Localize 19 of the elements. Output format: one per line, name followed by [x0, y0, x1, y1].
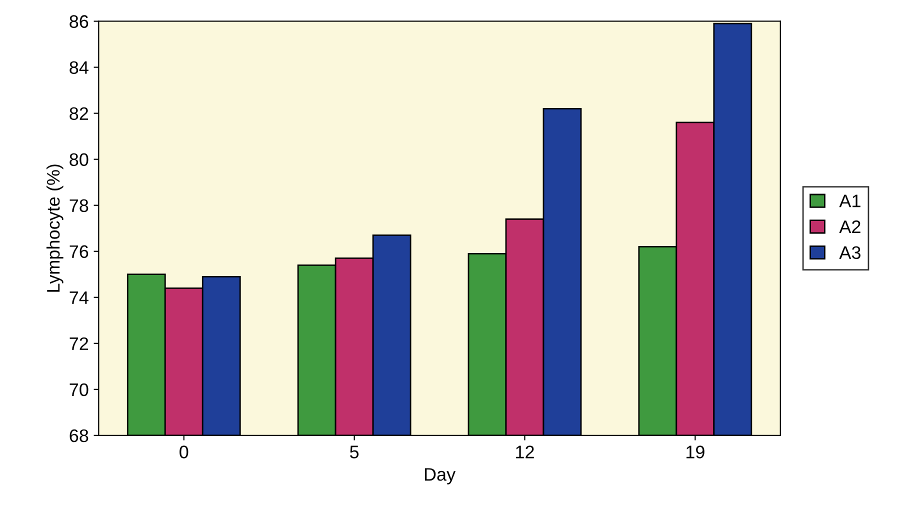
x-tick-label: 5 [350, 446, 359, 458]
x-tick-label: 0 [180, 446, 188, 458]
y-tick-label: 78 [70, 199, 88, 212]
y-tick-label: 82 [70, 107, 88, 120]
x-tick-label: 12 [516, 446, 534, 458]
legend-label: A1 [839, 194, 860, 208]
y-axis-title: Lymphocyte (%) [46, 164, 64, 292]
y-tick-label: 80 [70, 153, 88, 166]
y-tick-label: 86 [70, 15, 88, 28]
y-tick-label: 74 [70, 291, 88, 304]
x-axis-title: Day [424, 468, 456, 484]
x-tick-label: 19 [686, 446, 704, 458]
y-tick-label: 84 [70, 61, 88, 74]
y-tick-label: 72 [70, 337, 88, 350]
y-tick-label: 70 [70, 383, 88, 396]
legend-label: A2 [839, 220, 860, 233]
legend-label: A3 [839, 246, 860, 260]
y-tick-label: 76 [70, 245, 88, 258]
y-tick-label: 68 [70, 429, 88, 442]
